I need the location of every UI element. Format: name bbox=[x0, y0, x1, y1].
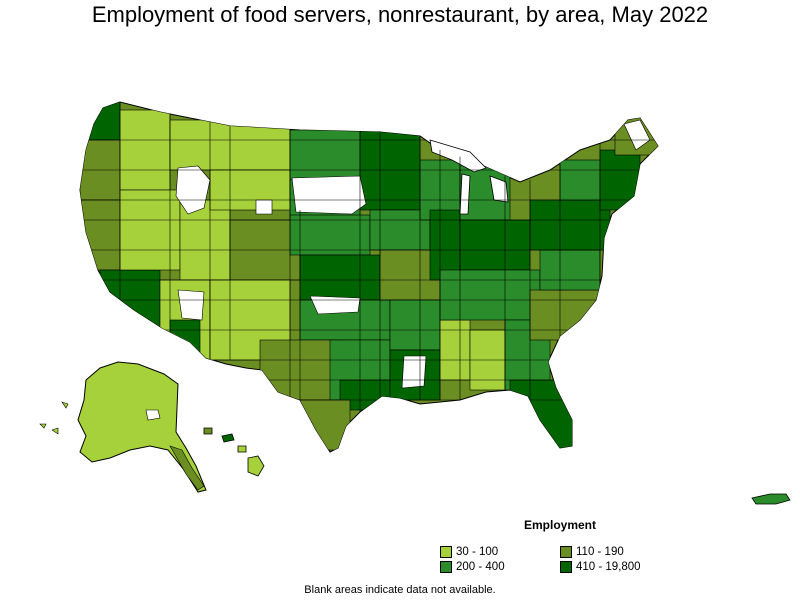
alaska-blank-area bbox=[145, 409, 161, 421]
blank-area-north-dakota bbox=[291, 175, 367, 215]
blank-area-idaho bbox=[175, 165, 211, 215]
region-florida bbox=[509, 379, 576, 451]
region-new-england bbox=[599, 149, 641, 211]
puerto-rico bbox=[751, 493, 791, 505]
region-indiana-ohio bbox=[459, 219, 531, 271]
blank-area-montana-plains bbox=[255, 199, 273, 215]
map-title: Employment of food servers, nonrestauran… bbox=[91, 2, 709, 27]
region-kansas bbox=[299, 254, 381, 301]
aleutian-islands bbox=[39, 401, 69, 435]
region-california-north bbox=[80, 199, 121, 271]
region-wyoming bbox=[209, 169, 291, 211]
alaska bbox=[39, 361, 207, 493]
region-illinois bbox=[429, 209, 461, 281]
region-nevada bbox=[119, 189, 181, 271]
region-pacific-northwest-coast bbox=[80, 102, 121, 141]
legend: Employment 30 - 100 110 - 190 200 - 400 … bbox=[440, 518, 680, 573]
region-mississippi bbox=[439, 319, 471, 381]
region-arkansas bbox=[389, 299, 441, 351]
hawaii-kauai bbox=[203, 427, 213, 435]
legend-swatch-3 bbox=[440, 561, 452, 573]
region-virginia bbox=[539, 249, 601, 291]
legend-swatch-2 bbox=[560, 546, 572, 558]
legend-item-1: 30 - 100 bbox=[440, 546, 556, 558]
hawaii-main-island bbox=[247, 455, 265, 477]
blank-area-oklahoma-panhandle bbox=[309, 295, 361, 315]
hawaii-oahu bbox=[221, 433, 235, 443]
legend-title: Employment bbox=[523, 518, 596, 532]
legend-label-3: 200 - 400 bbox=[456, 561, 505, 573]
legend-items: 30 - 100 110 - 190 200 - 400 410 - 19,80… bbox=[440, 546, 680, 573]
alaska-southeast-region bbox=[169, 445, 205, 491]
puerto-rico-shape bbox=[751, 493, 791, 505]
legend-swatch-4 bbox=[560, 561, 572, 573]
legend-item-3: 200 - 400 bbox=[440, 561, 556, 573]
hawaii bbox=[203, 427, 265, 477]
legend-item-4: 410 - 19,800 bbox=[560, 561, 676, 573]
footnote: Blank areas indicate data not available. bbox=[304, 584, 496, 596]
legend-label-2: 110 - 190 bbox=[576, 546, 624, 558]
great-lakes bbox=[429, 139, 509, 215]
region-south-texas bbox=[299, 399, 351, 451]
region-nebraska bbox=[289, 214, 371, 256]
legend-label-4: 410 - 19,800 bbox=[576, 561, 641, 573]
region-tennessee-kentucky bbox=[439, 269, 541, 321]
blank-area-mississippi bbox=[401, 355, 427, 389]
area-boundaries bbox=[80, 102, 658, 440]
blank-area-arizona-west bbox=[177, 289, 205, 321]
legend-swatch-1 bbox=[440, 546, 452, 558]
legend-item-2: 110 - 190 bbox=[560, 546, 676, 558]
region-idaho-montana-west bbox=[119, 109, 171, 191]
region-mid-atlantic bbox=[529, 199, 611, 251]
legend-label-1: 30 - 100 bbox=[456, 546, 499, 558]
hawaii-maui bbox=[237, 445, 247, 453]
